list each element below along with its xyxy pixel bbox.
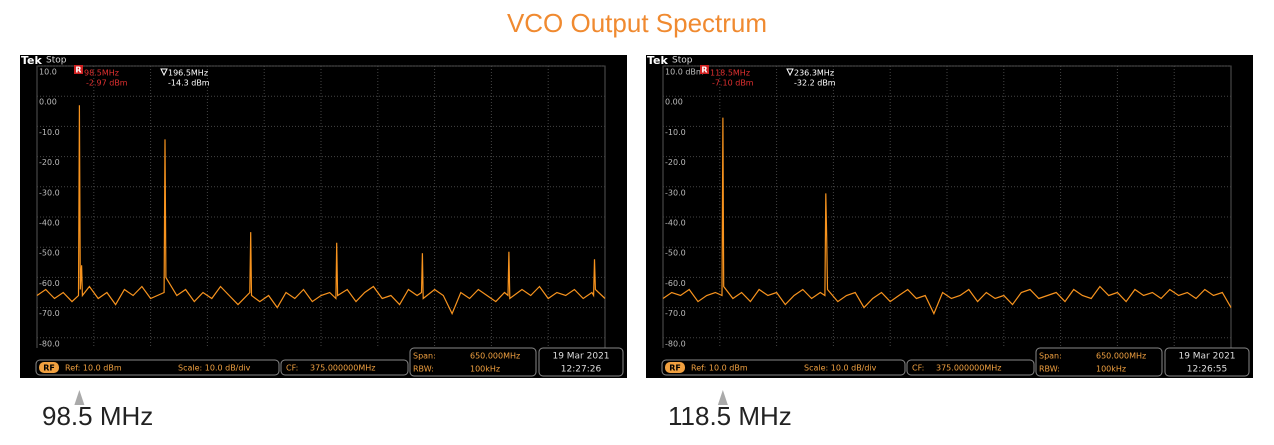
y-tick-label: -20.0 — [665, 158, 686, 167]
y-tick-label: -40.0 — [665, 219, 686, 228]
pointer-arrow — [74, 390, 85, 405]
span-box — [409, 347, 537, 377]
rf-label: RF — [669, 364, 681, 373]
date: 19 Mar 2021 — [1178, 352, 1235, 362]
date: 19 Mar 2021 — [552, 352, 609, 362]
ref-level: Ref: 10.0 dBm — [65, 364, 122, 373]
run-status: Stop — [46, 56, 67, 66]
pointer-arrow — [717, 390, 728, 405]
rbw-label: RBW: — [413, 365, 434, 374]
delta-marker-icon — [160, 68, 168, 77]
scope-screen: 10.0 dBm 0.00 -10.0 -20.0 -30.0 -40.0 -50.0 -60… — [646, 54, 1253, 378]
spectrum-trace — [36, 105, 606, 316]
span-box — [1035, 347, 1163, 377]
y-tick-label: -10.0 — [39, 128, 60, 137]
span-value: 650.000MHz — [470, 352, 520, 361]
span-label: Span: — [413, 352, 436, 361]
scope-screen: 10.0 0.00 -10.0 -20.0 -30.0 -40.0 -50.0 -60.0 -7… — [20, 54, 627, 378]
y-tick-label: -80.0 — [665, 339, 686, 348]
marker-level: -2.97 dBm — [86, 79, 128, 88]
time: 12:26:55 — [1187, 365, 1227, 375]
marker-level: -7.10 dBm — [712, 79, 754, 88]
delta-level: -32.2 dBm — [794, 79, 836, 88]
marker-icon: R — [701, 66, 707, 75]
delta-freq: 196.5MHz — [168, 69, 208, 78]
ref-level: Ref: 10.0 dBm — [691, 364, 748, 373]
y-tick-label: -10.0 — [665, 128, 686, 137]
span-label: Span: — [1039, 352, 1062, 361]
y-tick-label: 0.00 — [39, 98, 57, 107]
rf-badge — [39, 362, 59, 373]
date-box — [1164, 347, 1250, 377]
y-tick-label: -80.0 — [39, 339, 60, 348]
delta-freq: 236.3MHz — [794, 69, 834, 78]
y-tick-label: -60.0 — [665, 279, 686, 288]
marker-freq: 98.5MHz — [84, 69, 119, 78]
page-title: VCO Output Spectrum — [507, 8, 767, 38]
cf-value: 375.000000MHz — [310, 364, 375, 373]
y-tick-label: -60.0 — [39, 279, 60, 288]
status-bar-bg — [648, 348, 1251, 377]
y-tick-label: -40.0 — [39, 219, 60, 228]
marker-freq: 118.5MHz — [710, 69, 750, 78]
status-bar-bg — [22, 348, 625, 377]
time: 12:27:26 — [561, 365, 602, 375]
span-value: 650.000MHz — [1096, 352, 1146, 361]
marker-icon-bg — [74, 65, 83, 74]
cf-value: 375.000000MHz — [936, 364, 1001, 373]
caption: 98.5 MHz — [42, 401, 153, 431]
cf-box — [280, 359, 409, 376]
rbw-value: 100kHz — [1096, 365, 1126, 374]
rf-label: RF — [43, 364, 55, 373]
spectrum-trace — [662, 117, 1232, 316]
y-tick-label: -30.0 — [665, 188, 686, 197]
marker-icon: R — [75, 66, 81, 75]
marker-icon-bg — [700, 65, 709, 74]
cf-box — [906, 359, 1035, 376]
rf-badge — [665, 362, 685, 373]
cf-label: CF: — [912, 364, 924, 373]
y-tick-label: -50.0 — [665, 249, 686, 258]
ref-box — [35, 359, 280, 376]
brand: Tek — [647, 54, 669, 67]
run-status: Stop — [672, 56, 693, 66]
rbw-value: 100kHz — [470, 365, 500, 374]
y-tick-label: -70.0 — [665, 309, 686, 318]
delta-marker-icon — [786, 68, 794, 77]
ref-box — [661, 359, 906, 376]
scale: Scale: 10.0 dB/div — [178, 364, 251, 373]
delta-level: -14.3 dBm — [168, 79, 210, 88]
y-tick-label: -20.0 — [39, 158, 60, 167]
cf-label: CF: — [286, 364, 298, 373]
y-tick-label: -50.0 — [39, 249, 60, 258]
caption: 118.5 MHz — [668, 401, 792, 431]
rbw-label: RBW: — [1039, 365, 1060, 374]
scale: Scale: 10.0 dB/div — [804, 364, 877, 373]
date-box — [538, 347, 624, 377]
y-tick-label: 0.00 — [665, 98, 683, 107]
y-tick-label: 10.0 dBm — [665, 68, 704, 77]
y-tick-label: -30.0 — [39, 188, 60, 197]
y-tick-label: 10.0 — [39, 68, 57, 77]
brand: Tek — [21, 54, 43, 67]
y-tick-label: -70.0 — [39, 309, 60, 318]
